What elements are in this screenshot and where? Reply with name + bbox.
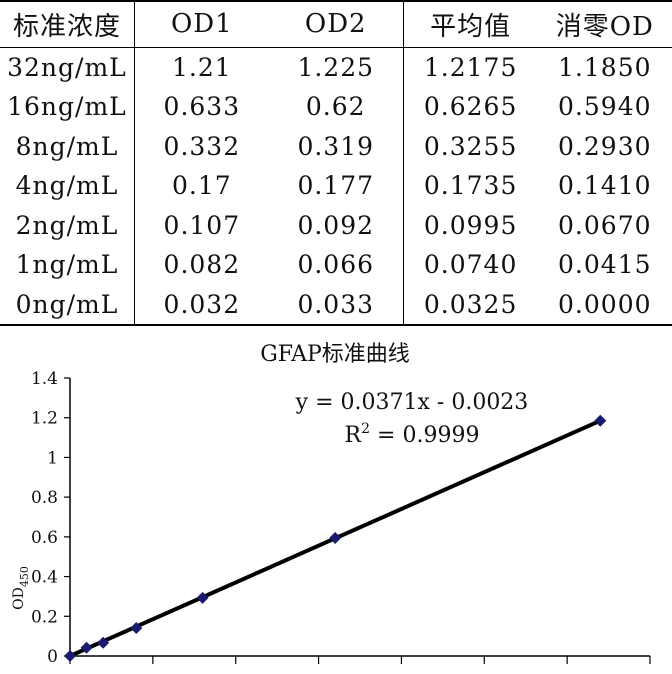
table-cell: 0.5940 [558, 92, 652, 122]
table-cell: 16ng/mL [0, 87, 135, 127]
table-row: 8ng/mL 0.332 0.319 0.3255 0.2930 [0, 126, 672, 167]
table-cell: 8ng/mL [0, 126, 135, 167]
y-axis-label-sub: 450 [18, 566, 31, 587]
table-header-cell: 平均值 [403, 0, 538, 48]
table-cell: 0.3255 [423, 131, 518, 161]
y-axis-label: OD450 [11, 566, 31, 610]
data-point [80, 641, 93, 654]
table-row: 1ng/mL 0.082 0.066 0.0740 0.0415 [0, 244, 672, 285]
table-cell: 0ng/mL [0, 284, 135, 324]
data-point [196, 591, 209, 604]
table-row: 32ng/mL 1.21 1.225 1.2175 1.1850 [0, 47, 672, 88]
table-cell: 0.092 [268, 205, 404, 245]
table-header-cell: OD2 [268, 0, 404, 48]
table-cell: 0.17 [172, 171, 232, 201]
table-cell: 1.2175 [423, 52, 518, 82]
y-tick-labels: 0 0.2 0.4 0.6 0.8 1 1.2 1.4 [31, 369, 58, 667]
table-cell: 0.319 [268, 126, 404, 167]
data-point [329, 532, 342, 545]
r-squared-label: R2 = 0.9999 [345, 421, 480, 448]
y-tick-label: 0 [47, 647, 58, 667]
table-row: 0ng/mL 0.032 0.033 0.0325 0.0000 [0, 284, 672, 324]
y-tick-label: 1.4 [31, 369, 58, 389]
table-cell: 0.082 [163, 250, 241, 280]
data-series [64, 414, 607, 662]
table-cell: 0.0995 [423, 210, 518, 240]
data-point [594, 414, 607, 427]
table-row: 4ng/mL 0.17 0.177 0.1735 0.1410 [0, 166, 672, 206]
r2-value: = 0.9999 [370, 423, 479, 448]
y-tick-label: 1.2 [31, 409, 58, 429]
table-cell: 0.0740 [423, 250, 518, 280]
data-table: 标准浓度 OD1 OD2 平均值 消零OD 32ng/mL 1.21 1.225 1.2175 1… [0, 0, 672, 324]
y-tick-label: 0.2 [31, 607, 58, 627]
table-row: 2ng/mL 0.107 0.092 0.0995 0.0670 [0, 205, 672, 245]
chart-area: GFAP标准曲线 y = 0.0371x - 0.0023 R2 = 0.999… [0, 324, 672, 674]
trendline-equation: y = 0.0371x - 0.0023 [295, 390, 529, 415]
table-cell: 0.033 [268, 284, 404, 324]
table-cell: 4ng/mL [0, 166, 135, 206]
table-cell: 0.0670 [558, 210, 652, 240]
y-tick-label: 0.8 [31, 488, 58, 508]
y-axis-label-main: OD [11, 587, 27, 610]
table-cell: 1ng/mL [0, 244, 135, 285]
table-cell: 2ng/mL [0, 205, 135, 245]
table-cell: 0.0415 [558, 250, 652, 280]
table-header-cell: 标准浓度 [0, 0, 135, 48]
table-cell: 0.0000 [558, 289, 652, 319]
r2-letter: R [345, 423, 363, 448]
table-cell: 0.107 [163, 210, 241, 240]
y-tick-label: 0.6 [31, 528, 58, 548]
table-cell: 32ng/mL [0, 47, 135, 88]
table-header-cell: OD1 [134, 0, 269, 48]
table-cell: 0.633 [163, 92, 241, 122]
table-cell: 0.62 [268, 87, 404, 127]
y-tick-label: 0.4 [31, 568, 58, 588]
table-cell: 0.2930 [558, 131, 652, 161]
table-header-cell: 消零OD [537, 0, 672, 48]
data-point [64, 650, 76, 662]
table-cell: 1.1850 [558, 52, 652, 82]
table-cell: 0.177 [268, 166, 404, 206]
data-point [97, 636, 110, 649]
table-cell: 1.225 [268, 47, 404, 88]
table-cell: 0.032 [163, 289, 241, 319]
table-header-row: 标准浓度 OD1 OD2 平均值 消零OD [0, 0, 672, 48]
table-cell: 0.1410 [558, 171, 652, 201]
table-cell: 0.0325 [423, 289, 518, 319]
table-cell: 0.6265 [423, 92, 518, 122]
table-cell: 0.1735 [423, 171, 518, 201]
y-tick-label: 1 [47, 448, 58, 468]
r2-superscript: 2 [361, 421, 370, 437]
table-cell: 0.332 [163, 131, 241, 161]
table-row: 16ng/mL 0.633 0.62 0.6265 0.5940 [0, 87, 672, 127]
standard-curve-chart: GFAP标准曲线 y = 0.0371x - 0.0023 R2 = 0.999… [11, 342, 651, 667]
chart-title: GFAP标准曲线 [260, 342, 410, 367]
data-point [130, 622, 143, 635]
table-cell: 0.066 [268, 244, 404, 285]
chart-axes [64, 377, 651, 664]
table-cell: 1.21 [172, 52, 232, 82]
